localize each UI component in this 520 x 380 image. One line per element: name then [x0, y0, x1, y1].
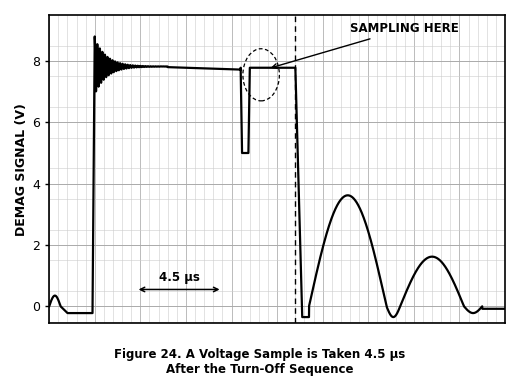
Text: 4.5 μs: 4.5 μs [159, 271, 200, 284]
Text: SAMPLING HERE: SAMPLING HERE [272, 22, 459, 68]
Text: Figure 24. A Voltage Sample is Taken 4.5 μs
After the Turn-Off Sequence: Figure 24. A Voltage Sample is Taken 4.5… [114, 348, 406, 376]
Y-axis label: DEMAG SIGNAL (V): DEMAG SIGNAL (V) [15, 103, 28, 236]
